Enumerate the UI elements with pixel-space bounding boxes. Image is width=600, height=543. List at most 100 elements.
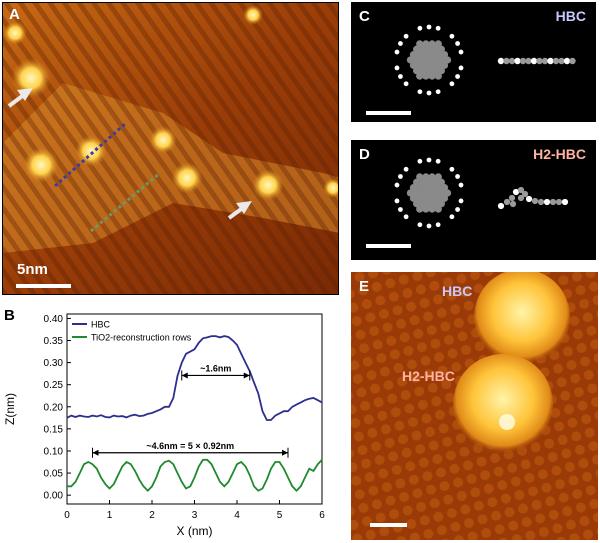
y-tick-label: 0.00 bbox=[44, 491, 64, 502]
carbon-atom bbox=[419, 178, 427, 186]
arrow-icon bbox=[181, 372, 188, 379]
carbon-atom bbox=[422, 184, 430, 192]
carbon-atom bbox=[437, 189, 445, 197]
carbon-atom bbox=[431, 67, 439, 75]
panel-label: C bbox=[359, 8, 370, 25]
y-tick-label: 0.40 bbox=[44, 314, 64, 325]
carbon-atom bbox=[422, 51, 430, 59]
carbon-atom bbox=[440, 184, 449, 192]
carbon-atom bbox=[428, 40, 436, 48]
carbon-atom bbox=[440, 61, 449, 69]
hydrogen-atom bbox=[426, 157, 432, 163]
y-tick-label: 0.05 bbox=[44, 469, 64, 480]
x-axis-label: X (nm) bbox=[177, 524, 213, 538]
hydrogen-atom bbox=[435, 25, 441, 31]
carbon-atom bbox=[409, 194, 418, 202]
carbon-atom bbox=[419, 45, 427, 53]
hydrogen-atom bbox=[458, 198, 464, 204]
height-profile-chart: 0 1 2 3 4 5 6 0.00 0.05 0.10 0.15 0.20 0.25 0.30 0.35 0… bbox=[3, 313, 325, 538]
hydrogen-atom bbox=[458, 65, 464, 71]
atom bbox=[497, 57, 505, 65]
carbon-atom bbox=[416, 61, 424, 69]
atom bbox=[503, 198, 511, 206]
carbon-atom bbox=[425, 56, 433, 64]
atom bbox=[563, 57, 571, 65]
atom bbox=[512, 188, 520, 196]
atom bbox=[549, 198, 557, 206]
carbon-atom bbox=[422, 61, 430, 69]
carbon-atom bbox=[434, 72, 442, 80]
carbon-atom bbox=[431, 200, 439, 208]
legend-entry: HBC bbox=[91, 320, 111, 330]
hydrogen-atom bbox=[417, 158, 423, 164]
hydrogen-atom bbox=[455, 174, 460, 179]
stm-image-e bbox=[351, 272, 598, 540]
series-line-hbc bbox=[66, 335, 323, 421]
hbc-side-view bbox=[497, 57, 576, 65]
hbc-top-view bbox=[394, 24, 464, 96]
molecule-blobs bbox=[3, 5, 338, 201]
x-tick-label: 0 bbox=[64, 510, 70, 521]
carbon-atom bbox=[428, 205, 436, 213]
molecule-label-h2hbc: H2-HBC bbox=[402, 368, 455, 384]
x-tick-label: 2 bbox=[149, 510, 155, 521]
carbon-atom bbox=[416, 72, 424, 80]
carbon-atom bbox=[434, 51, 442, 59]
hydrogen-atom bbox=[394, 182, 400, 188]
carbon-atom bbox=[431, 56, 439, 64]
carbon-atom bbox=[416, 173, 424, 181]
molecule-label: H2-HBC bbox=[533, 146, 586, 162]
carbon-atom bbox=[444, 189, 452, 197]
carbon-atom bbox=[419, 67, 427, 75]
atom bbox=[543, 198, 551, 206]
hydrogen-atom bbox=[403, 214, 409, 220]
atom bbox=[514, 57, 521, 65]
carbon-atom bbox=[419, 200, 427, 208]
atom bbox=[561, 198, 569, 206]
carbon-atom bbox=[425, 200, 433, 208]
y-tick-label: 0.30 bbox=[44, 358, 64, 369]
h2hbc-side-view bbox=[497, 186, 569, 210]
hydrogen-atom bbox=[398, 74, 403, 79]
carbon-atom bbox=[419, 56, 427, 64]
panel-label: B bbox=[4, 307, 15, 324]
scale-bar bbox=[366, 244, 411, 248]
y-tick-label: 0.20 bbox=[44, 402, 64, 413]
y-tick-label: 0.15 bbox=[44, 424, 64, 435]
hydrogen-atom bbox=[426, 90, 432, 96]
stm-image-a bbox=[3, 3, 338, 294]
atom bbox=[509, 200, 517, 208]
carbon-atom bbox=[425, 67, 433, 75]
carbon-atom bbox=[437, 56, 445, 64]
carbon-atom bbox=[428, 72, 436, 80]
legend-entry: TiO2-reconstruction rows bbox=[91, 333, 192, 343]
carbon-atom bbox=[434, 173, 442, 181]
carbon-atom bbox=[409, 184, 418, 192]
carbon-atom bbox=[422, 194, 430, 202]
carbon-atom bbox=[431, 189, 439, 197]
carbon-atom bbox=[413, 67, 421, 75]
carbon-atom bbox=[416, 40, 424, 48]
carbon-atom bbox=[440, 194, 449, 202]
carbon-atom bbox=[422, 173, 430, 181]
atom bbox=[558, 57, 565, 65]
x-tick-label: 6 bbox=[319, 510, 325, 521]
carbon-atom bbox=[422, 72, 430, 80]
atom bbox=[541, 57, 549, 65]
atom bbox=[519, 57, 527, 65]
scale-bar-label: 5nm bbox=[17, 261, 48, 278]
panel-c: C HBC bbox=[351, 2, 596, 122]
scale-bar bbox=[16, 284, 71, 288]
h2hbc-model bbox=[366, 157, 569, 248]
atom bbox=[517, 186, 525, 194]
hydrogen-atom bbox=[426, 223, 432, 229]
carbon-atom bbox=[409, 61, 418, 69]
hydrogen-atom bbox=[403, 81, 409, 87]
carbon-atom bbox=[413, 45, 421, 53]
hydrogen-atom bbox=[449, 166, 455, 172]
carbon-atom bbox=[437, 67, 445, 75]
hydrogen-atom bbox=[455, 74, 460, 79]
carbon-atom bbox=[440, 51, 449, 59]
y-tick-label: 0.25 bbox=[44, 380, 64, 391]
carbon-atom bbox=[425, 189, 433, 197]
